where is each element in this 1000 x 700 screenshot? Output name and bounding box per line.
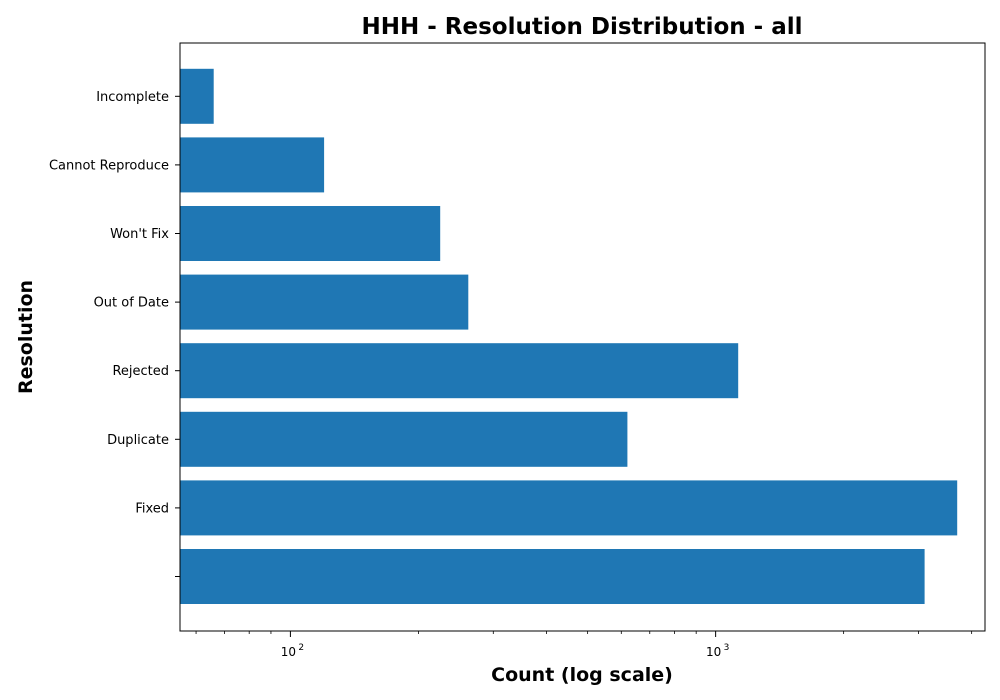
x-tick-exponent: 2 [298,643,304,653]
y-tick-label: Fixed [135,501,169,516]
x-tick-exponent: 3 [724,643,730,653]
x-ticks-group: 10 2 10 3 [195,631,973,659]
bar-4 [180,343,739,399]
plot-frame [179,42,986,632]
bar-7 [180,549,925,604]
y-tick-label: Cannot Reproduce [49,158,169,173]
x-tick-label: 10 [281,645,296,659]
x-axis-label: Count (log scale) [491,664,673,686]
x-tick-label: 10 [706,645,721,659]
bar-3 [180,274,469,330]
bar-0 [180,68,214,124]
y-ticks-group: Incomplete Cannot Reproduce Won't Fix Out o… [49,90,180,577]
bar-2 [180,206,441,261]
y-tick-label: Incomplete [96,90,169,105]
y-tick-label: Out of Date [94,296,169,311]
bar-5 [180,411,628,467]
bar-6 [180,480,958,536]
bar-1 [180,137,325,193]
y-tick-label: Duplicate [107,433,169,448]
bars-group [180,68,958,604]
chart-title: HHH - Resolution Distribution - all [361,14,802,40]
y-tick-label: Rejected [112,364,169,379]
y-axis-label: Resolution [15,280,37,394]
y-tick-label: Won't Fix [110,227,169,242]
